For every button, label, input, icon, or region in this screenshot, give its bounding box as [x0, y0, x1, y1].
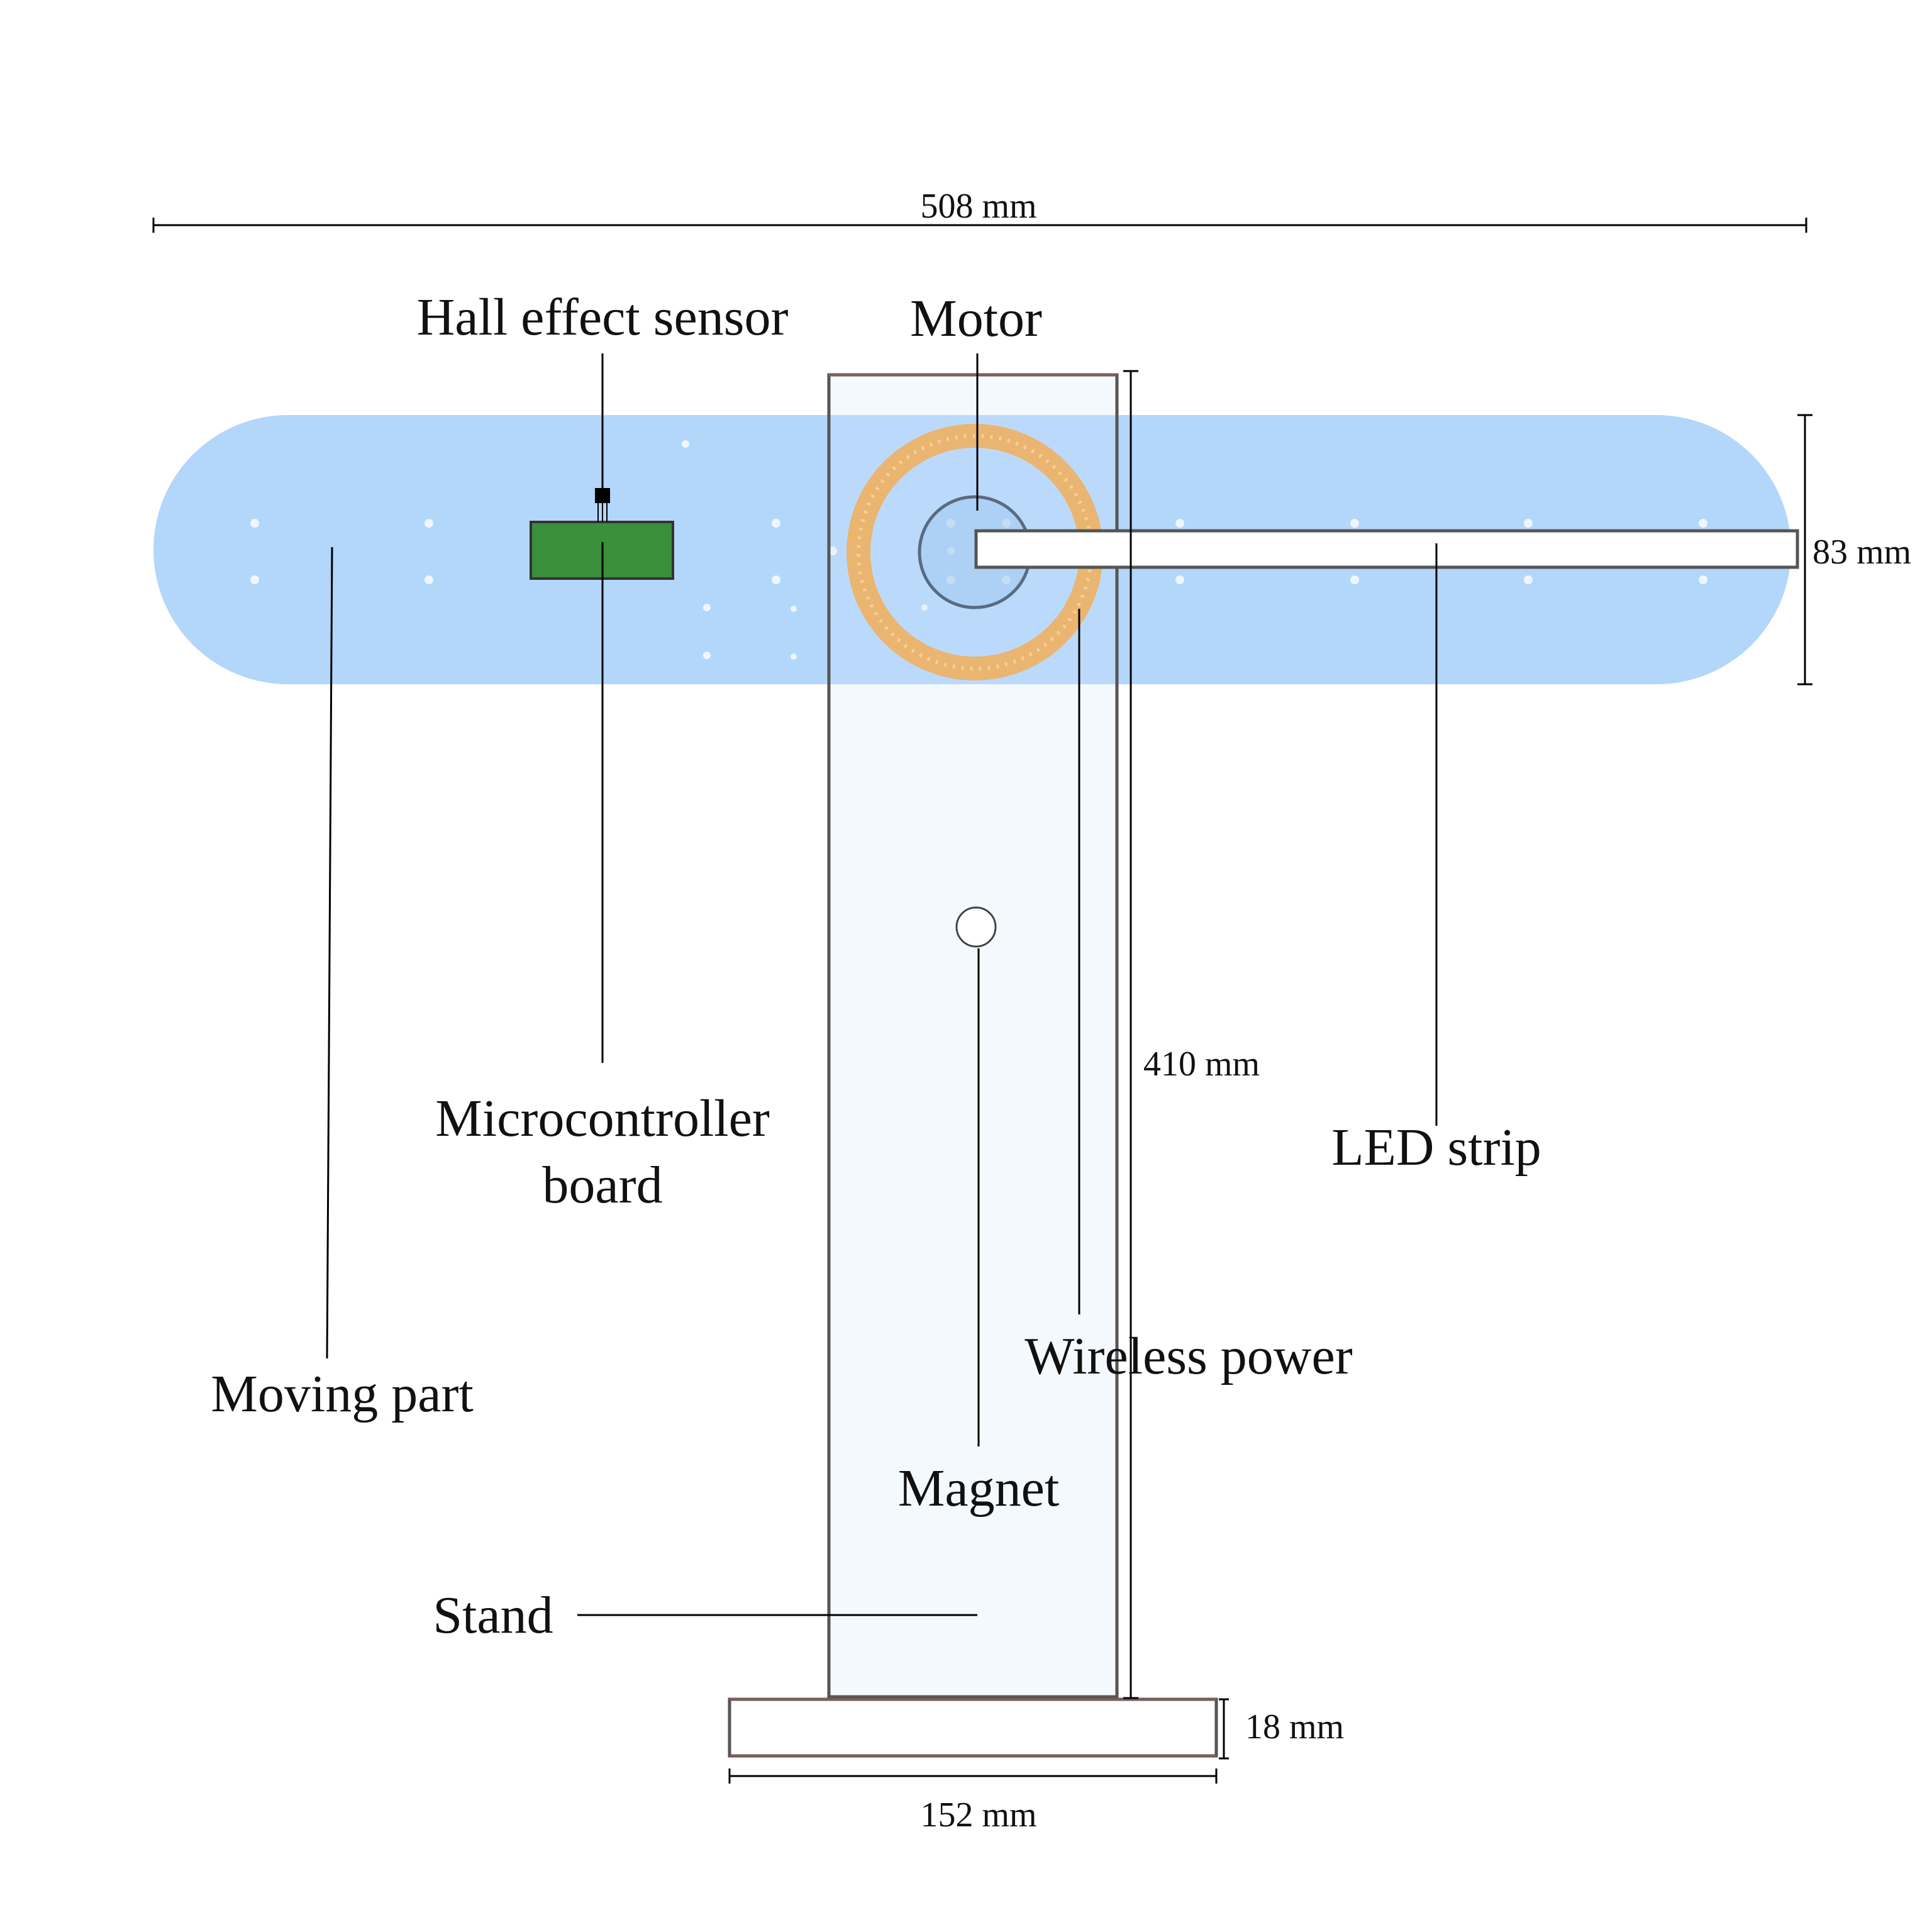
label-wireless-power: Wireless power: [1024, 1327, 1352, 1385]
leader-moving-part: [326, 547, 333, 1359]
label-moving-part: Moving part: [211, 1365, 474, 1423]
label-microcontroller-line1: Microcontroller: [435, 1089, 770, 1148]
label-hall-effect-sensor: Hall effect sensor: [417, 288, 789, 347]
led-strip: [974, 529, 1799, 569]
magnet: [955, 906, 997, 948]
label-led-strip: LED strip: [1331, 1118, 1541, 1177]
dim-base-height-label: 18 mm: [1245, 1707, 1344, 1746]
label-microcontroller-line2: board: [542, 1156, 662, 1214]
dim-arm-height-label: 83 mm: [1813, 533, 1911, 572]
label-stand: Stand: [433, 1586, 553, 1645]
dim-total-width-label: 508 mm: [920, 187, 1036, 226]
dim-stand-height-label: 410 mm: [1143, 1045, 1260, 1084]
hall-effect-sensor: [595, 488, 610, 503]
label-motor: Motor: [910, 289, 1042, 348]
base: [728, 1697, 1218, 1758]
label-magnet: Magnet: [898, 1459, 1060, 1518]
dim-base-width-label: 152 mm: [920, 1796, 1036, 1835]
